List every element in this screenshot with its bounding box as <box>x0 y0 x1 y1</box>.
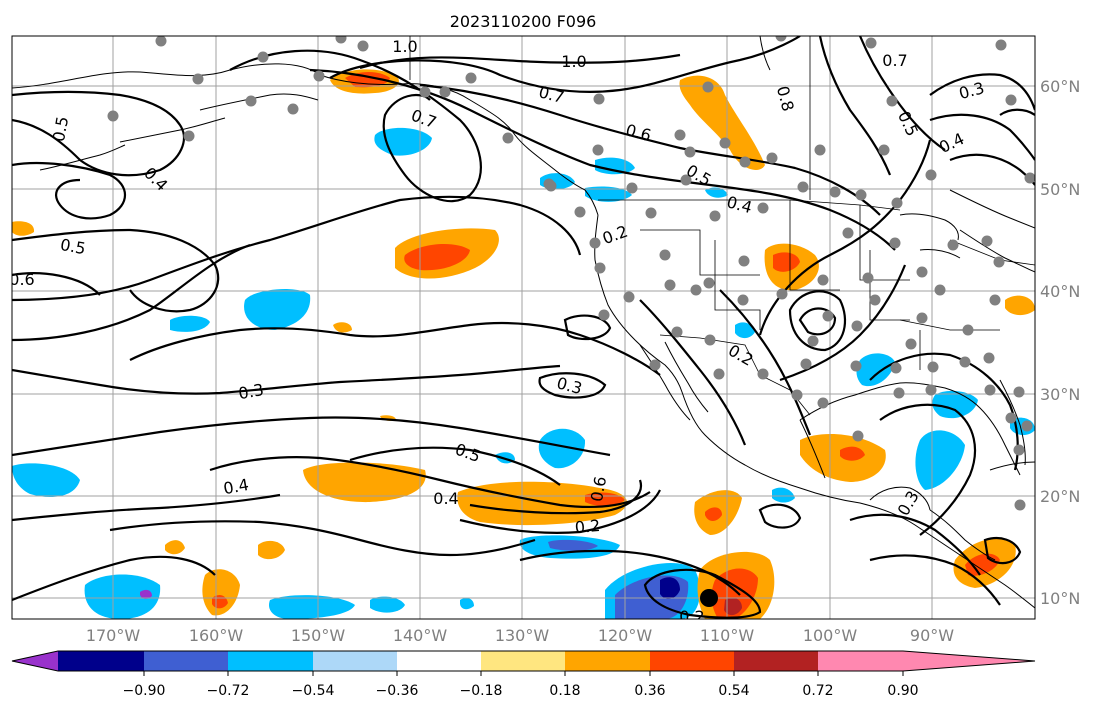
storm-center-marker <box>700 589 718 607</box>
colorbar-segment <box>734 651 818 671</box>
coastlines <box>12 36 1035 609</box>
colorbar-segment <box>228 651 313 671</box>
colorbar-tick-label: 0.18 <box>549 683 580 699</box>
lon-label: 120°W <box>598 626 653 645</box>
colorbar-tick-label: −0.72 <box>207 683 250 699</box>
lon-label: 150°W <box>291 626 346 645</box>
colorbar-tick-label: −0.90 <box>123 683 166 699</box>
lat-label: 40°N <box>1040 282 1080 301</box>
contour-lines <box>12 36 1035 619</box>
lat-label: 20°N <box>1040 487 1080 506</box>
colorbar-tick-label: −0.18 <box>460 683 503 699</box>
colorbar-tick-label: −0.36 <box>376 683 419 699</box>
colorbar-segment <box>481 651 565 671</box>
lon-label: 170°W <box>86 626 141 645</box>
lon-label: 160°W <box>189 626 244 645</box>
contour-label: 0.7 <box>882 51 907 70</box>
colorbar-segment <box>144 651 228 671</box>
colorbar-segment <box>818 651 903 671</box>
lon-label: 110°W <box>700 626 755 645</box>
contour-label: 0.2 <box>574 516 601 537</box>
station-markers <box>107 36 1035 511</box>
contour-label: 0.4 <box>222 475 250 498</box>
contour-label: 1.0 <box>392 37 417 56</box>
lat-label: 50°N <box>1040 180 1080 199</box>
colorbar-tick-label: 0.36 <box>634 683 665 699</box>
figure-title: 2023110200 F096 <box>450 12 597 31</box>
lon-label: 140°W <box>393 626 448 645</box>
colorbar-segment <box>313 651 397 671</box>
contour-label: 0.2 <box>679 607 704 626</box>
colorbar-tick-label: 0.90 <box>887 683 918 699</box>
latitude-labels: 60°N 50°N 40°N 30°N 20°N 10°N <box>1040 77 1080 608</box>
colorbar-tick-label: 0.54 <box>718 683 749 699</box>
colorbar-tick-label: −0.54 <box>292 683 335 699</box>
colorbar-low-extension <box>12 651 58 671</box>
contour-label: 0.4 <box>433 489 458 508</box>
lon-label: 100°W <box>803 626 858 645</box>
contour-label: 0.5 <box>49 115 72 143</box>
longitude-labels: 170°W 160°W 150°W 140°W 130°W 120°W 110°… <box>86 626 954 645</box>
colorbar-segment <box>397 651 481 671</box>
colorbar: −0.90 −0.72 −0.54 −0.36 −0.18 0.18 0.36 … <box>11 650 1036 699</box>
contour-label: 0.6 <box>9 270 34 289</box>
lat-label: 30°N <box>1040 385 1080 404</box>
contour-label: 1.0 <box>561 52 586 71</box>
contour-label: 0.3 <box>237 380 265 403</box>
contour-label: 0.5 <box>59 235 87 258</box>
colorbar-tick-label: 0.72 <box>802 683 833 699</box>
colorbar-segment <box>650 651 734 671</box>
colorbar-segment <box>58 651 144 671</box>
lat-label: 60°N <box>1040 77 1080 96</box>
lat-label: 10°N <box>1040 589 1080 608</box>
colorbar-segment <box>565 651 650 671</box>
contour-label: 0.6 <box>587 475 610 503</box>
colorbar-high-extension <box>903 651 1035 671</box>
map-panel: 1.0 1.0 0.7 0.7 0.7 0.8 0.5 0.5 0.6 0.4 … <box>9 35 1036 626</box>
lon-label: 90°W <box>910 626 954 645</box>
colorbar-ticks <box>143 671 904 676</box>
lon-label: 130°W <box>495 626 550 645</box>
